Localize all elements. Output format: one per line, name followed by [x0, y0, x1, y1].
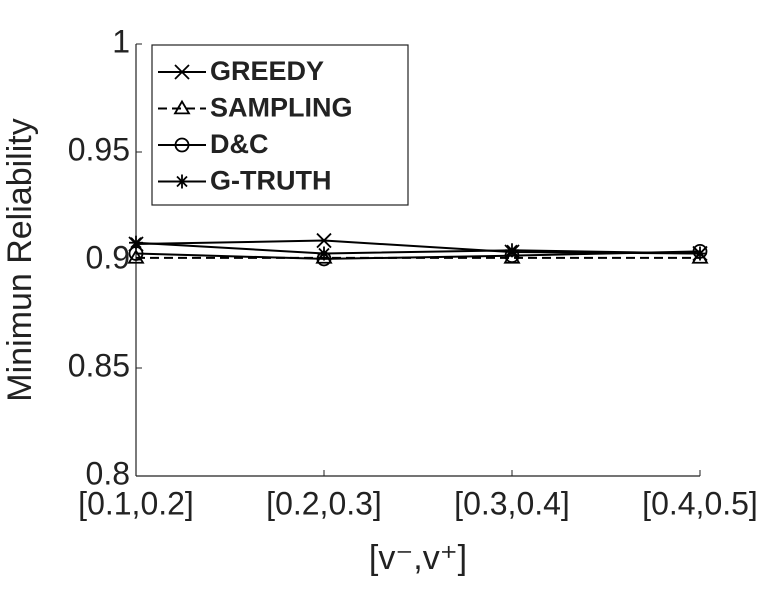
legend-label: G-TRUTH	[210, 166, 331, 196]
marker	[129, 235, 143, 250]
y-tick-label: 0.9	[86, 239, 130, 275]
marker	[317, 246, 331, 261]
marker-shape	[173, 99, 191, 115]
x-tick-label: [0.4,0.5]	[642, 485, 758, 521]
legend-label: GREEDY	[210, 56, 324, 86]
marker	[505, 243, 519, 258]
marker	[316, 232, 332, 249]
series-line	[135, 241, 701, 255]
legend-label: D&C	[210, 129, 269, 159]
marker-stroke	[318, 247, 330, 260]
y-tick-label: 0.8	[86, 455, 130, 491]
marker	[173, 99, 191, 115]
marker-stroke	[176, 175, 188, 188]
y-tick-label: 1	[112, 23, 130, 59]
y-axis-label: Minimun Reliability	[1, 118, 39, 401]
marker-stroke	[506, 244, 518, 256]
x-tick-label: [0.2,0.3]	[266, 485, 382, 521]
marker	[127, 249, 145, 264]
x-axis-label: [v⁻,v⁺]	[369, 539, 467, 577]
marker	[174, 64, 190, 80]
marker-shape	[174, 137, 190, 153]
y-tick-label: 0.95	[68, 131, 130, 167]
y-tick-label: 0.85	[68, 347, 130, 383]
marker-stroke	[316, 232, 332, 249]
marker-shape	[127, 249, 145, 264]
marker-stroke	[130, 237, 142, 249]
marker	[174, 137, 190, 153]
marker	[175, 174, 189, 189]
legend-label: SAMPLING	[210, 93, 353, 123]
x-tick-label: [0.3,0.4]	[454, 485, 570, 521]
marker	[693, 246, 707, 261]
x-tick-label: [0.1,0.2]	[78, 485, 194, 521]
series-line	[135, 250, 701, 260]
marker-stroke	[694, 247, 706, 260]
marker-stroke	[174, 64, 190, 80]
